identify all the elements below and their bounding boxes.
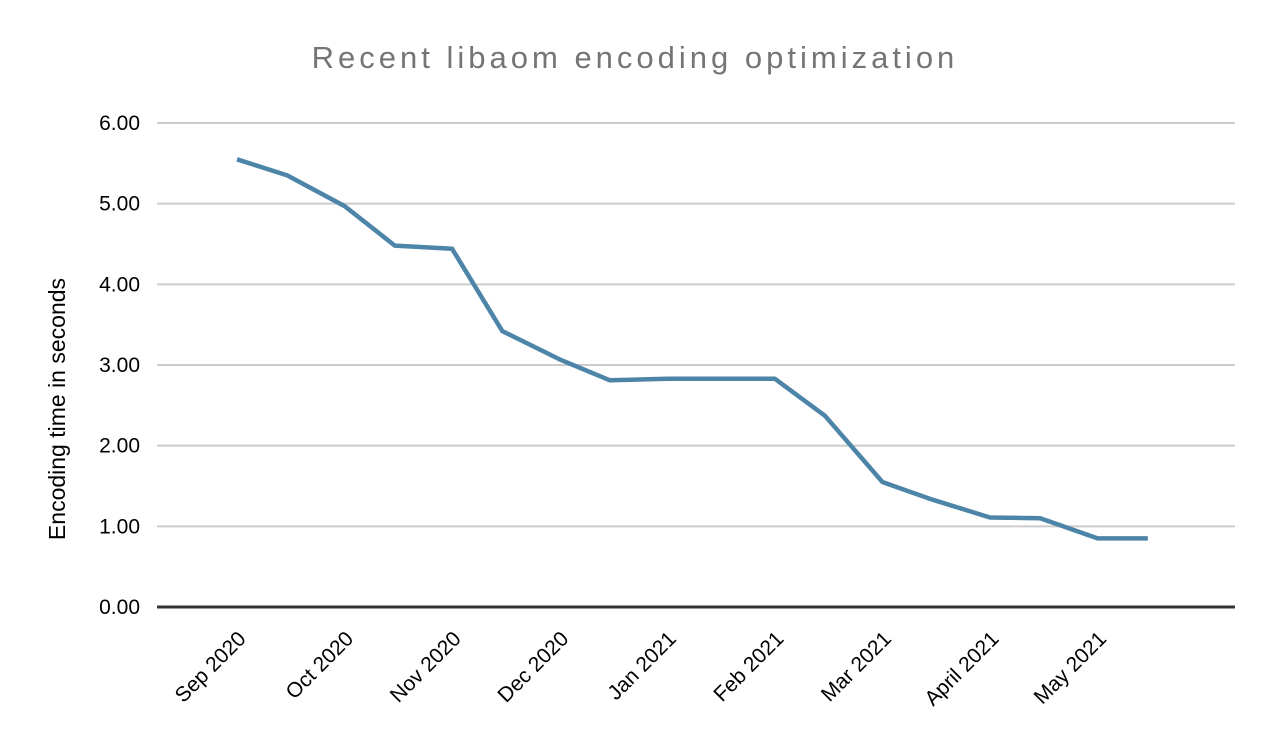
- x-tick-label: Nov 2020: [386, 627, 466, 707]
- y-tick-label: 4.00: [99, 273, 140, 296]
- encoding-time-line: [236, 157, 1148, 541]
- y-tick-label: 6.00: [99, 112, 140, 135]
- x-tick-label: May 2021: [1030, 627, 1111, 708]
- x-tick-label: Dec 2020: [493, 627, 573, 707]
- x-tick-label: Sep 2020: [171, 627, 251, 707]
- y-tick-label: 1.00: [99, 515, 140, 538]
- y-tick-label: 5.00: [99, 193, 140, 216]
- chart-title: Recent libaom encoding optimization: [311, 40, 959, 75]
- x-tick-label: Jan 2021: [603, 627, 680, 704]
- x-tick-label: Mar 2021: [817, 627, 896, 706]
- x-tick-label: Oct 2020: [282, 627, 359, 704]
- y-tick-label: 2.00: [99, 435, 140, 458]
- x-tick-label: April 2021: [920, 627, 1003, 710]
- y-tick-label: 3.00: [99, 354, 140, 377]
- y-tick-label: 0.00: [99, 596, 140, 619]
- x-tick-label: Feb 2021: [709, 627, 788, 706]
